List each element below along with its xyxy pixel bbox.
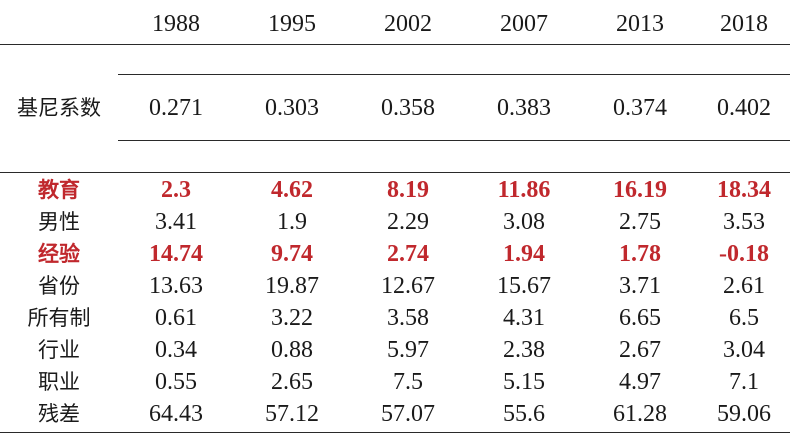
row-value: 0.55 (155, 369, 197, 395)
year-header-5: 2013 (616, 11, 664, 37)
row-value: 15.67 (497, 273, 551, 299)
row-value: 12.67 (381, 273, 435, 299)
header-row: 1988 1995 2002 2007 2013 2018 (0, 8, 799, 40)
row-value: 3.08 (503, 209, 545, 235)
table-row: 省份 13.63 19.87 12.67 15.67 3.71 2.61 (0, 270, 799, 302)
row-value: 0.88 (271, 337, 313, 363)
row-value: 1.9 (277, 209, 307, 235)
row-value: 2.75 (619, 209, 661, 235)
row-label: 省份 (38, 274, 80, 298)
row-value: 5.15 (503, 369, 545, 395)
gini-value: 0.358 (381, 95, 435, 121)
gini-row: 基尼系数 0.271 0.303 0.358 0.383 0.374 0.402 (0, 92, 799, 124)
year-header-6: 2018 (720, 11, 768, 37)
table-row: 男性 3.41 1.9 2.29 3.08 2.75 3.53 (0, 206, 799, 238)
bottom-rule (0, 432, 790, 433)
row-value: 59.06 (717, 401, 771, 427)
row-value: 2.3 (161, 177, 191, 203)
row-value: 5.97 (387, 337, 429, 363)
table-row: 所有制 0.61 3.22 3.58 4.31 6.65 6.5 (0, 302, 799, 334)
row-value: 2.29 (387, 209, 429, 235)
gini-value: 0.271 (149, 95, 203, 121)
table-row: 行业 0.34 0.88 5.97 2.38 2.67 3.04 (0, 334, 799, 366)
row-value: 4.31 (503, 305, 545, 331)
row-value: 19.87 (265, 273, 319, 299)
row-value: 0.61 (155, 305, 197, 331)
table-row: 职业 0.55 2.65 7.5 5.15 4.97 7.1 (0, 366, 799, 398)
row-value: 14.74 (149, 241, 203, 267)
row-value: 3.53 (723, 209, 765, 235)
row-label: 残差 (38, 402, 80, 426)
row-value: 16.19 (613, 177, 667, 203)
section-rule (0, 172, 790, 173)
row-label: 行业 (38, 338, 80, 362)
row-label: 经验 (38, 242, 80, 266)
year-header-3: 2002 (384, 11, 432, 37)
year-header-4: 2007 (500, 11, 548, 37)
row-value: 2.74 (387, 241, 429, 267)
row-value: 3.41 (155, 209, 197, 235)
row-value: 6.65 (619, 305, 661, 331)
gini-value: 0.303 (265, 95, 319, 121)
row-value: 3.58 (387, 305, 429, 331)
row-value: 61.28 (613, 401, 667, 427)
row-label: 所有制 (27, 306, 91, 330)
gini-top-rule (118, 74, 790, 75)
row-value: 7.5 (393, 369, 423, 395)
table-row: 残差 64.43 57.12 57.07 55.6 61.28 59.06 (0, 398, 799, 430)
row-value: 3.22 (271, 305, 313, 331)
row-value: 11.86 (497, 177, 551, 203)
row-value: 2.65 (271, 369, 313, 395)
header-rule (0, 44, 790, 45)
row-value: 2.61 (723, 273, 765, 299)
year-header-2: 1995 (268, 11, 316, 37)
row-label: 职业 (38, 370, 80, 394)
row-value: 4.62 (271, 177, 313, 203)
row-value: 18.34 (717, 177, 771, 203)
table-row: 教育 2.3 4.62 8.19 11.86 16.19 18.34 (0, 174, 799, 206)
gini-value: 0.383 (497, 95, 551, 121)
row-value: 2.38 (503, 337, 545, 363)
row-value: 57.07 (381, 401, 435, 427)
gini-value: 0.402 (717, 95, 771, 121)
gini-value: 0.374 (613, 95, 667, 121)
row-label: 男性 (38, 210, 80, 234)
row-value: 1.78 (619, 241, 661, 267)
gini-label: 基尼系数 (17, 96, 101, 120)
row-value: 55.6 (503, 401, 545, 427)
row-value: 3.04 (723, 337, 765, 363)
row-value: 57.12 (265, 401, 319, 427)
row-value: 1.94 (503, 241, 545, 267)
row-value: 3.71 (619, 273, 661, 299)
row-value: 4.97 (619, 369, 661, 395)
row-value: 64.43 (149, 401, 203, 427)
row-value: -0.18 (719, 241, 769, 267)
row-label: 教育 (38, 178, 80, 202)
row-value: 2.67 (619, 337, 661, 363)
row-value: 8.19 (387, 177, 429, 203)
row-value: 7.1 (729, 369, 759, 395)
gini-bottom-rule (118, 140, 790, 141)
table-row: 经验 14.74 9.74 2.74 1.94 1.78 -0.18 (0, 238, 799, 270)
row-value: 0.34 (155, 337, 197, 363)
row-value: 6.5 (729, 305, 759, 331)
row-value: 9.74 (271, 241, 313, 267)
year-header-1: 1988 (152, 11, 200, 37)
row-value: 13.63 (149, 273, 203, 299)
